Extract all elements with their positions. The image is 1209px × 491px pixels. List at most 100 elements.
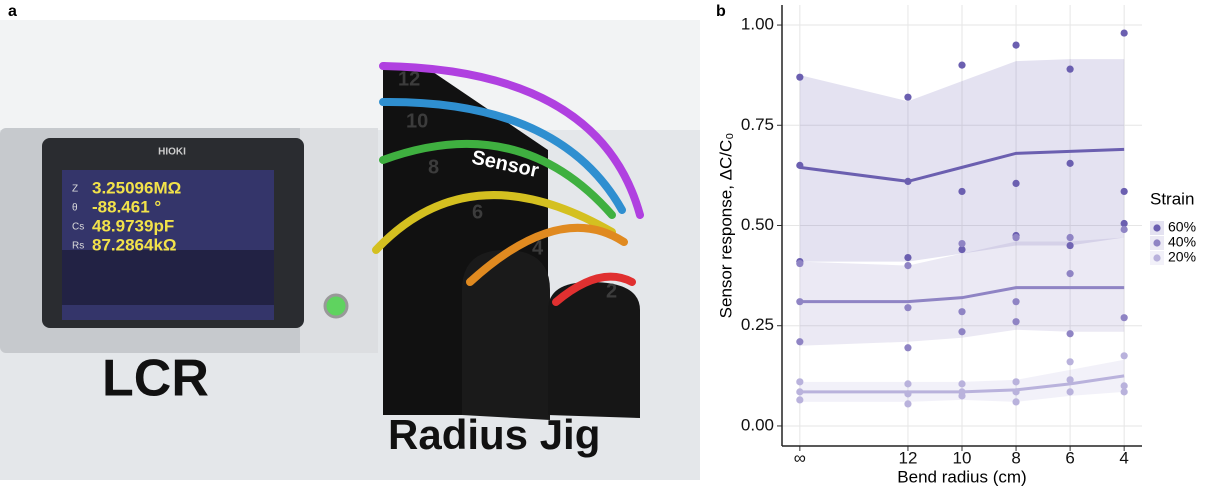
point	[904, 400, 912, 408]
mean-line	[799, 286, 1125, 304]
point	[1120, 352, 1128, 360]
point	[1012, 233, 1020, 242]
point	[1066, 65, 1074, 73]
point	[1066, 159, 1074, 167]
y-axis-label: Sensor response, ΔC/C₀	[716, 133, 735, 319]
point	[1066, 270, 1074, 278]
y-tick-label: 0.00	[741, 415, 774, 434]
point	[958, 239, 966, 248]
panel-label: b	[716, 3, 726, 20]
legend-label: 20%	[1168, 249, 1196, 265]
screen-lower	[62, 250, 274, 305]
point	[1120, 388, 1128, 396]
point	[1066, 233, 1074, 242]
screen-param: Cs	[72, 222, 84, 233]
x-tick-label: 6	[1065, 448, 1074, 467]
x-tick-label: 8	[1011, 448, 1020, 467]
point	[958, 187, 966, 196]
jig-medium	[462, 250, 550, 420]
x-tick-label: 12	[898, 448, 917, 467]
chart: 0.00 0.25 0.50 0.75 1.00 ∞ 12 10 8 6 4 Bend radius …	[716, 5, 1196, 486]
brand: HIOKI	[158, 147, 186, 158]
y-tick-label: 0.25	[741, 315, 774, 334]
jig-label: Radius Jig	[388, 411, 600, 458]
point	[1012, 298, 1020, 306]
legend-label: 40%	[1168, 234, 1196, 250]
ribbon	[799, 59, 1125, 262]
point	[1120, 225, 1128, 234]
point	[1120, 29, 1128, 37]
point	[958, 245, 966, 254]
point	[1066, 330, 1074, 338]
sensor-arc	[466, 223, 628, 286]
screen-param: θ	[72, 203, 78, 214]
mean-line	[799, 147, 1125, 183]
point	[904, 380, 912, 388]
sensor-arc	[372, 191, 616, 254]
y-tick-label: 0.75	[741, 115, 774, 134]
legend-marker	[1153, 254, 1161, 262]
point	[958, 380, 966, 388]
point	[1012, 41, 1020, 49]
point	[1120, 187, 1128, 196]
point	[796, 338, 804, 346]
point	[1012, 398, 1020, 406]
point	[796, 73, 804, 81]
screen-reading: 87.2864kΩ	[92, 235, 177, 254]
legend-title: Strain	[1150, 189, 1194, 208]
y-tick-label: 0.50	[741, 215, 774, 234]
x-tick-label: 4	[1119, 448, 1128, 467]
point	[904, 253, 912, 262]
sensor-arc	[379, 97, 626, 214]
point	[1012, 318, 1020, 326]
point	[1120, 219, 1128, 228]
screen-reading: -88.461 °	[92, 197, 161, 216]
jig-number: 8	[428, 156, 439, 178]
point	[1066, 376, 1074, 384]
jig-number: 2	[606, 280, 617, 302]
point	[796, 396, 804, 404]
point	[1066, 388, 1074, 396]
power-button[interactable]	[323, 293, 349, 319]
panel-label: a	[8, 3, 17, 20]
jig-number: 6	[472, 201, 483, 223]
lcr-panel	[300, 128, 378, 353]
y-tick-label: 1.00	[741, 15, 774, 34]
point	[958, 61, 966, 69]
legend-marker	[1153, 239, 1161, 247]
jig-number: 10	[406, 110, 428, 132]
legend-marker	[1153, 224, 1161, 232]
screen-reading: 48.9739pF	[92, 216, 174, 235]
point	[1012, 378, 1020, 386]
screen-param: Z	[72, 184, 78, 195]
point	[958, 328, 966, 336]
point	[904, 304, 912, 312]
point	[796, 259, 804, 268]
point	[1012, 179, 1020, 188]
jig-number: 12	[398, 68, 420, 90]
wall	[0, 20, 700, 130]
ribbon	[799, 237, 1125, 346]
point	[958, 392, 966, 400]
photo-panel: HIOKI Z 3.25096MΩ θ -88.461 ° Cs 48.9739pF Rs 8…	[0, 20, 700, 480]
screen-param: Rs	[72, 241, 84, 252]
point	[1120, 314, 1128, 322]
x-tick-label: ∞	[794, 448, 806, 467]
screen-reading: 3.25096MΩ	[92, 178, 181, 197]
point	[904, 93, 912, 101]
point	[796, 378, 804, 386]
point	[904, 261, 912, 270]
point	[1120, 382, 1128, 390]
point	[1066, 241, 1074, 250]
x-axis-label: Bend radius (cm)	[897, 467, 1026, 486]
point	[904, 344, 912, 352]
device-label: LCR	[102, 350, 209, 408]
legend-label: 60%	[1168, 219, 1196, 235]
point	[1066, 358, 1074, 366]
x-tick-label: 10	[953, 448, 972, 467]
point	[958, 308, 966, 316]
sensor-arc	[552, 272, 636, 306]
sensor-arc	[379, 139, 616, 219]
sensor-arc	[379, 62, 644, 219]
